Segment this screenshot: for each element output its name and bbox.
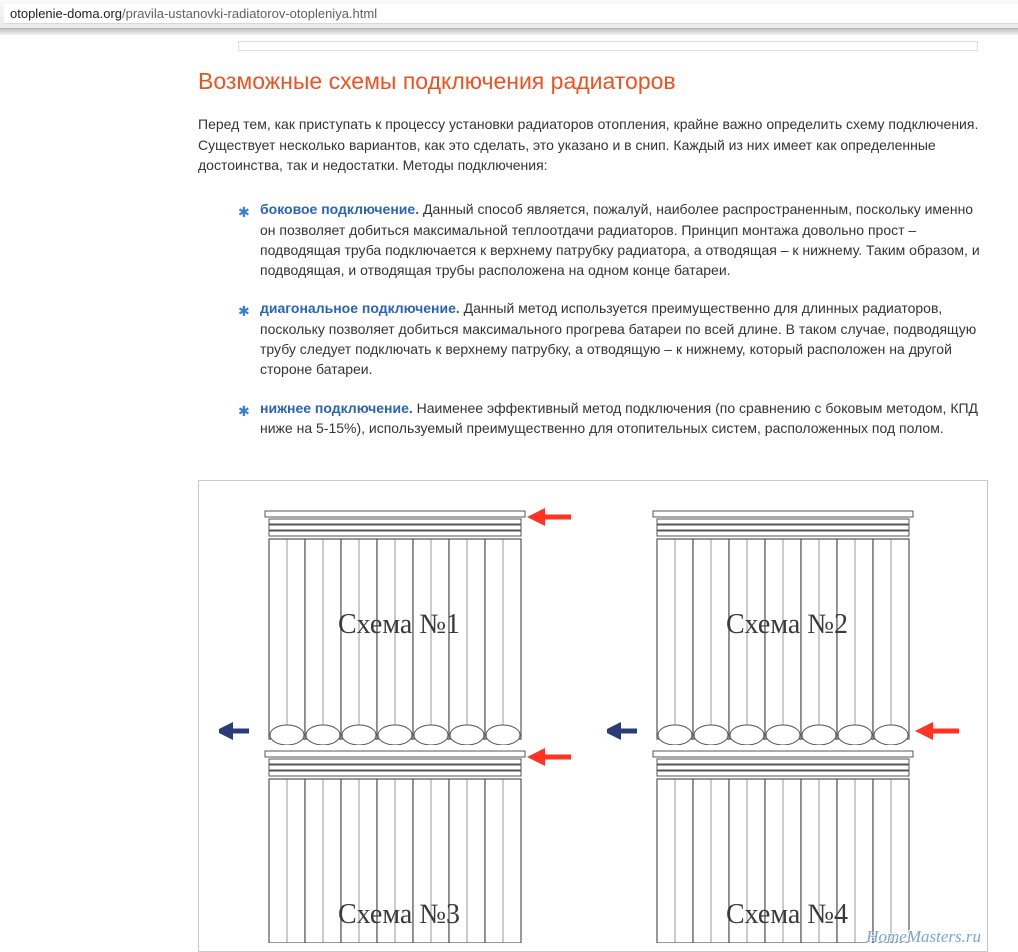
intro-paragraph: Перед тем, как приступать к процессу уст… [198,114,988,175]
bullet-icon: ✱ [238,301,250,321]
bullet-icon: ✱ [238,202,250,222]
section-heading: Возможные схемы подключения радиаторов [198,65,988,98]
browser-chrome: otoplenie-doma.org/pravila-ustanovki-rad… [0,0,1018,29]
scheme-caption: Схема №2 [607,605,967,646]
method-item: ✱диагональное подключение. Данный метод … [238,298,988,397]
scheme-3: Схема №3 [219,745,579,943]
url-path: /pravila-ustanovki-radiatorov-otopleniya… [122,6,377,21]
method-item: ✱боковое подключение. Данный способ явля… [238,199,988,298]
article-content: Возможные схемы подключения радиаторов П… [0,35,1018,952]
bullet-icon: ✱ [238,401,250,421]
scheme-2: Схема №2 [607,505,967,745]
diagram-container: Схема №1 Схема №2 Схема №3 Схема №4 Home… [198,480,988,952]
method-lead: нижнее подключение. [260,400,413,416]
scheme-caption: Схема №3 [219,895,579,936]
scheme-1: Схема №1 [219,505,579,745]
method-lead: боковое подключение. [260,201,419,217]
method-lead: диагональное подключение. [260,300,460,316]
url-domain: otoplenie-doma.org [10,6,122,21]
watermark: HomeMasters.ru [866,925,981,950]
tab-stub [238,41,978,51]
method-item: ✱нижнее подключение. Наименее эффективны… [238,398,988,457]
methods-list: ✱боковое подключение. Данный способ явля… [198,199,988,456]
scheme-caption: Схема №1 [219,605,579,646]
url-bar[interactable]: otoplenie-doma.org/pravila-ustanovki-rad… [4,4,1018,24]
scheme-4: Схема №4 [607,745,967,943]
